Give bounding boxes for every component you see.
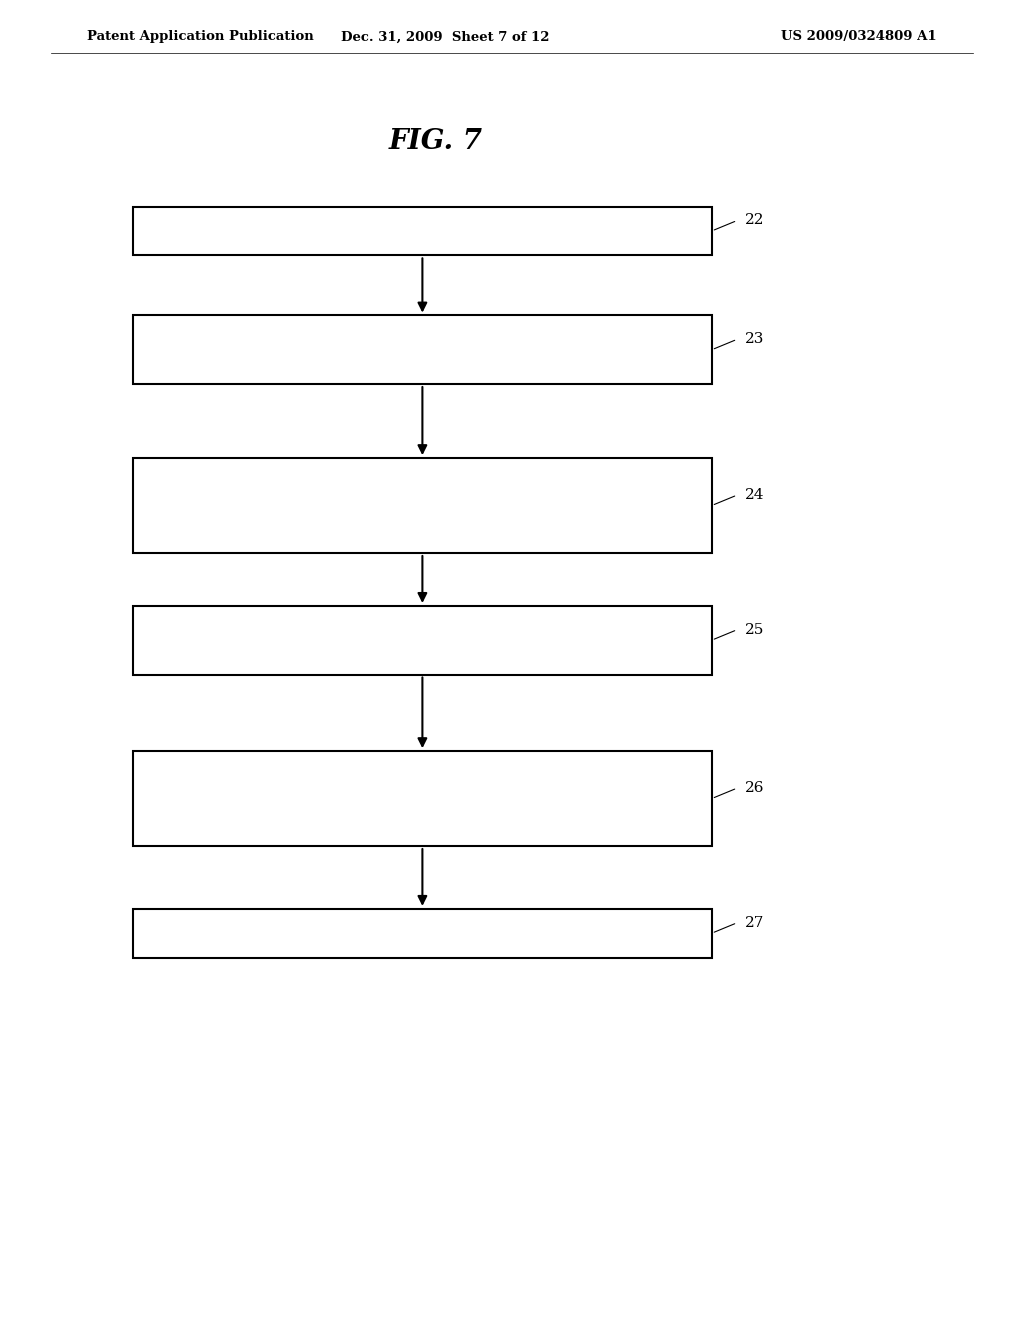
Text: 26: 26 bbox=[744, 781, 764, 795]
Bar bbox=[133, 206, 712, 256]
Text: Dec. 31, 2009  Sheet 7 of 12: Dec. 31, 2009 Sheet 7 of 12 bbox=[341, 30, 550, 44]
Bar bbox=[133, 315, 712, 384]
Text: US 2009/0324809 A1: US 2009/0324809 A1 bbox=[781, 30, 937, 44]
Bar bbox=[133, 458, 712, 553]
Text: 24: 24 bbox=[744, 488, 764, 502]
Text: 25: 25 bbox=[744, 623, 764, 636]
Bar bbox=[133, 909, 712, 958]
Text: 23: 23 bbox=[744, 333, 764, 346]
Text: FIG. 7: FIG. 7 bbox=[389, 128, 483, 154]
Text: Patent Application Publication: Patent Application Publication bbox=[87, 30, 313, 44]
Text: 27: 27 bbox=[744, 916, 764, 929]
Bar bbox=[133, 606, 712, 675]
Text: 22: 22 bbox=[744, 214, 764, 227]
Bar bbox=[133, 751, 712, 846]
